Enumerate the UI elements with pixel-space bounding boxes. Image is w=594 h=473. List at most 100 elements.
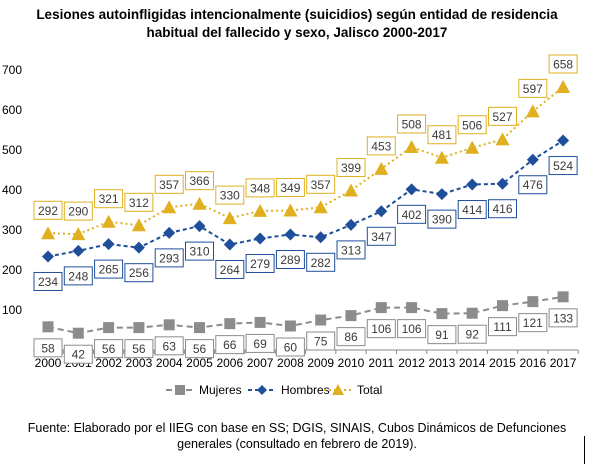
total-marker: [404, 139, 419, 153]
total-data-label-box: [275, 178, 305, 198]
mujeres-marker: [254, 316, 266, 328]
hombres-data-label: 293: [159, 251, 179, 265]
total-data-label: 527: [492, 110, 512, 124]
source-note-line-2: generales (consultado en febrero de 2019…: [177, 437, 417, 451]
total-data-label-box: [154, 174, 184, 194]
total-data-label: 357: [311, 178, 331, 192]
total-legend-label: Total: [357, 383, 382, 397]
total-marker: [495, 132, 510, 146]
total-data-label: 366: [189, 174, 209, 188]
hombres-data-label-box: [457, 200, 487, 220]
mujeres-marker: [497, 300, 508, 312]
mujeres-marker: [103, 322, 115, 334]
mujeres-marker: [133, 322, 145, 334]
total-data-label-box: [124, 192, 154, 212]
x-tick-label: 2014: [459, 356, 486, 370]
hombres-data-label-box: [245, 253, 275, 273]
total-marker: [344, 183, 358, 197]
hombres-data-label-box: [275, 249, 305, 269]
total-marker: [253, 203, 268, 217]
total-data-label-box: [33, 200, 63, 220]
hombres-data-label: 234: [38, 275, 58, 289]
chart-title-line-2: habitual del fallecido y sexo, Jalisco 2…: [146, 25, 448, 40]
y-tick-label: 700: [2, 63, 22, 77]
mujeres-data-label-box: [275, 337, 305, 357]
hombres-data-label: 282: [311, 256, 331, 270]
mujeres-marker: [466, 307, 478, 319]
total-data-label-box: [185, 171, 214, 191]
mujeres-marker: [315, 314, 327, 326]
mujeres-data-label: 106: [371, 322, 391, 336]
y-tick-label: 600: [2, 103, 22, 117]
x-tick-label: 2016: [519, 356, 546, 370]
x-tick-label: 2005: [186, 356, 213, 370]
mujeres-marker: [527, 296, 539, 308]
total-marker: [192, 196, 207, 210]
mujeres-data-label-box: [488, 317, 517, 337]
total-marker: [131, 218, 146, 232]
total-data-label-box: [336, 158, 366, 178]
mujeres-data-label: 66: [223, 338, 237, 352]
mujeres-data-label-box: [397, 319, 427, 339]
mujeres-data-label-box: [306, 331, 336, 351]
mujeres-data-label: 133: [553, 311, 573, 325]
mujeres-data-label-box: [336, 327, 366, 347]
hombres-data-label-box: [518, 175, 548, 195]
total-data-label: 290: [68, 205, 88, 219]
mujeres-data-label: 121: [523, 316, 543, 330]
y-tick-label: 200: [2, 263, 22, 277]
hombres-data-label: 265: [99, 263, 119, 277]
hombres-data-label-box: [185, 241, 214, 261]
total-data-label: 597: [523, 82, 543, 96]
mujeres-data-label-box: [548, 308, 578, 328]
mujeres-data-label-box: [94, 339, 124, 359]
total-data-label: 312: [129, 196, 149, 210]
x-tick-label: 2013: [429, 356, 456, 370]
mujeres-data-label: 56: [193, 342, 207, 356]
total-marker: [101, 214, 116, 228]
hombres-data-label: 289: [280, 253, 300, 267]
total-marker: [374, 161, 389, 175]
divider: [584, 436, 585, 464]
total-data-label-box: [518, 78, 548, 98]
mujeres-data-label-box: [215, 335, 245, 355]
y-tick-label: 400: [2, 183, 22, 197]
hombres-data-label-box: [215, 259, 245, 279]
mujeres-data-label-box: [245, 333, 275, 353]
source-note: Fuente: Elaborado por el IIEG con base e…: [0, 420, 594, 452]
mujeres-data-label: 60: [284, 341, 298, 355]
total-data-label: 321: [99, 192, 119, 206]
total-marker: [71, 227, 86, 241]
total-data-label: 399: [341, 161, 361, 175]
hombres-data-label-box: [427, 209, 457, 229]
total-data-label: 292: [38, 204, 58, 218]
total-data-label: 481: [432, 128, 452, 142]
hombres-data-label-box: [63, 266, 93, 286]
mujeres-marker: [406, 302, 418, 314]
x-tick-label: 2002: [95, 356, 122, 370]
hombres-marker: [193, 220, 206, 233]
total-marker: [41, 226, 55, 240]
mujeres-marker: [345, 310, 357, 322]
hombres-marker: [557, 134, 570, 147]
total-data-label: 330: [220, 189, 240, 203]
total-marker: [162, 200, 177, 214]
total-data-label-box: [427, 125, 457, 145]
line-chart: 2000200120022003200420052006200720082009…: [2, 54, 579, 397]
hombres-data-label-box: [94, 259, 124, 279]
x-tick-label: 2009: [307, 356, 334, 370]
x-tick-label: 2015: [489, 356, 516, 370]
mujeres-data-label: 91: [435, 328, 449, 342]
hombres-marker: [496, 177, 509, 190]
mujeres-marker: [42, 321, 54, 333]
hombres-marker: [284, 228, 297, 241]
hombres-legend-label: Hombres: [281, 383, 330, 397]
x-tick-label: 2003: [126, 356, 153, 370]
mujeres-data-label-box: [457, 324, 487, 344]
total-legend-marker: [332, 384, 344, 395]
mujeres-data-label: 106: [402, 322, 422, 336]
hombres-marker: [405, 183, 418, 196]
hombres-data-label: 264: [220, 263, 240, 277]
hombres-data-label: 416: [492, 202, 512, 216]
hombres-data-label: 476: [523, 178, 543, 192]
